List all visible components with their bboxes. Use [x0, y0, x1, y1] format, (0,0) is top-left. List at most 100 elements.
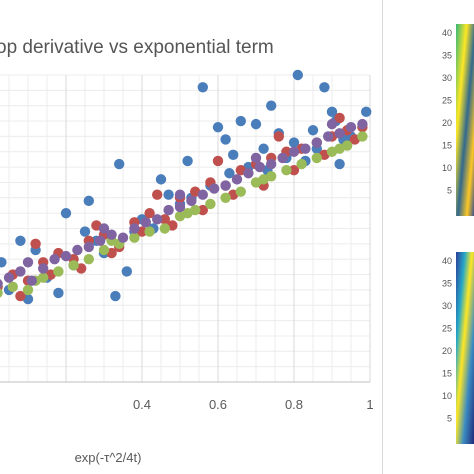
x-tick-label: 0.4: [133, 397, 151, 412]
scatter-point-series-1: [197, 82, 208, 93]
scatter-point-series-1: [182, 155, 193, 167]
scatter-point-series-4: [140, 217, 151, 228]
scatter-point-series-4: [300, 143, 311, 154]
scatter-point-series-2: [273, 131, 284, 142]
x-axis-label: exp(-τ^2/4t): [75, 450, 142, 465]
heatmap-top-cells: [456, 24, 474, 216]
heatmap-y-tick-label: 20: [442, 118, 452, 128]
scatter-point-series-3: [53, 266, 64, 277]
scatter-chart: 0.4 0.6 0.8 1 op derivative vs exponential …: [0, 37, 374, 465]
heatmap-bottom-cells: [456, 252, 474, 444]
scatter-point-series-3: [182, 207, 193, 219]
scatter-point-series-4: [326, 118, 338, 130]
scatter-point-series-4: [106, 229, 117, 240]
scatter-point-series-3: [22, 284, 34, 296]
scatter-point-series-3: [334, 143, 345, 154]
heatmap-y-tick-label: 25: [442, 96, 452, 106]
scatter-point-series-4: [311, 137, 322, 148]
scatter-point-series-3: [235, 186, 246, 197]
scatter-point-series-1: [292, 69, 303, 81]
scatter-point-series-1: [307, 125, 319, 136]
heatmap-bottom-y-ticks: 40 35 30 25 20 15 10 5: [442, 256, 452, 424]
scatter-point-series-3: [220, 192, 231, 203]
scatter-point-series-2: [197, 204, 208, 216]
scatter-point-series-1: [79, 226, 91, 237]
scatter-point-series-2: [159, 214, 170, 225]
scatter-point-series-4: [174, 201, 186, 213]
heatmap-y-tick-label: 15: [442, 141, 452, 151]
heatmap-top-y-ticks: 40 35 30 25 20 15 10 5: [442, 28, 452, 196]
scatter-point-series-4: [334, 128, 345, 139]
scatter-point-series-3: [311, 152, 322, 164]
scatter-point-series-2: [212, 155, 224, 167]
scatter-point-series-1: [155, 174, 167, 185]
heatmap-y-tick-label: 35: [442, 51, 452, 61]
scatter-point-series-3: [296, 158, 307, 170]
scatter-point-series-3: [205, 198, 216, 210]
scatter-point-series-2: [15, 290, 26, 302]
chart-marks: [0, 69, 372, 305]
scatter-point-series-2: [288, 164, 300, 176]
scatter-point-series-4: [117, 232, 129, 243]
scatter-point-series-4: [72, 244, 83, 256]
heatmap-y-tick-label: 20: [442, 346, 452, 356]
scatter-point-series-1: [235, 115, 246, 127]
scatter-point-series-4: [26, 275, 37, 286]
heatmap-y-tick-label: 40: [442, 28, 452, 38]
heatmap-y-tick-label: 5: [447, 186, 452, 196]
scatter-point-series-4: [22, 257, 34, 268]
scatter-point-series-3: [7, 281, 18, 293]
scatter-point-series-3: [144, 226, 155, 237]
scatter-point-series-4: [174, 189, 186, 200]
scatter-point-series-4: [266, 158, 277, 170]
scatter-point-series-1: [334, 158, 345, 170]
scatter-point-series-2: [152, 189, 163, 200]
scatter-point-series-1: [0, 257, 7, 268]
scatter-point-series-4: [49, 254, 60, 265]
scatter-point-series-3: [98, 244, 110, 256]
scatter-point-series-4: [345, 121, 357, 133]
scatter-point-series-4: [323, 131, 334, 142]
scatter-point-series-1: [288, 137, 300, 148]
scatter-point-series-2: [30, 238, 41, 250]
scatter-point-series-4: [60, 250, 72, 262]
x-tick-labels: 0.4 0.6 0.8 1: [133, 397, 374, 412]
scatter-point-series-3: [258, 174, 269, 185]
scatter-point-series-4: [38, 263, 49, 274]
main-chart-frame: [382, 0, 383, 474]
scatter-point-series-3: [68, 260, 79, 271]
scatter-point-series-4: [254, 161, 265, 173]
scatter-point-series-4: [83, 241, 95, 253]
scatter-point-series-1: [60, 207, 72, 219]
scatter-point-series-1: [250, 118, 262, 130]
x-tick-label: 0.8: [285, 397, 303, 412]
heatmap-y-tick-label: 15: [442, 369, 452, 379]
scatter-point-series-1: [212, 121, 224, 133]
scatter-point-series-4: [3, 272, 15, 283]
scatter-point-series-1: [83, 195, 95, 207]
chart-title: op derivative vs exponential term: [0, 37, 274, 58]
scatter-point-series-4: [0, 279, 3, 289]
scatter-point-series-4: [152, 214, 163, 225]
scatter-point-series-1: [266, 100, 277, 111]
scatter-point-series-3: [357, 131, 368, 142]
scatter-point-series-4: [250, 152, 262, 164]
scatter-point-series-4: [15, 266, 26, 277]
scatter-point-series-3: [159, 223, 170, 234]
scatter-point-series-1: [258, 143, 269, 154]
heatmap-y-tick-label: 35: [442, 279, 452, 289]
heatmap-y-tick-label: 30: [442, 73, 452, 83]
scatter-point-series-4: [209, 183, 220, 194]
scatter-point-series-1: [114, 158, 125, 170]
scatter-point-series-1: [224, 168, 235, 179]
scatter-point-series-1: [228, 149, 239, 161]
scatter-point-series-1: [163, 189, 174, 200]
scatter-point-series-3: [281, 164, 292, 176]
heatmap-y-tick-label: 10: [442, 391, 452, 401]
scatter-point-series-4: [231, 174, 243, 185]
scatter-point-series-1: [361, 106, 372, 118]
scatter-point-series-2: [334, 112, 345, 124]
scatter-point-series-3: [0, 288, 3, 298]
scatter-point-series-1: [121, 266, 132, 277]
scatter-point-series-3: [129, 232, 140, 243]
